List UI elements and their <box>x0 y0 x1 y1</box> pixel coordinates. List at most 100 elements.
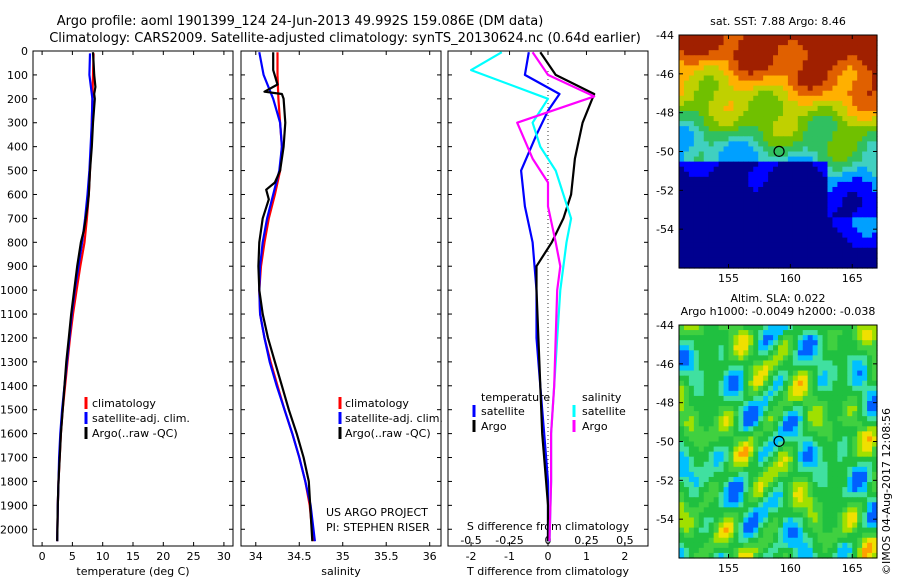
map-cell <box>753 411 759 417</box>
map-cell <box>817 340 824 346</box>
map-cell <box>703 176 710 183</box>
map-cell <box>822 380 829 387</box>
map-cell <box>802 340 809 346</box>
map-cell <box>797 456 804 463</box>
map-cell <box>743 222 749 229</box>
map-cell <box>708 411 715 417</box>
map-cell <box>738 141 744 148</box>
map-cell <box>703 242 710 249</box>
map-cell <box>802 400 809 407</box>
map-cell <box>872 497 878 503</box>
map-cell <box>758 60 764 66</box>
map-cell <box>827 325 834 331</box>
map-cell <box>792 325 799 331</box>
map-cell <box>738 461 744 468</box>
map-cell <box>748 85 754 92</box>
map-cell <box>703 197 710 203</box>
map-cell <box>753 482 759 488</box>
map-cell <box>847 100 853 107</box>
map-cell <box>797 237 804 244</box>
map-cell <box>812 85 819 92</box>
map-cell <box>758 527 764 534</box>
map-cell <box>679 466 685 473</box>
map-cell <box>812 50 819 56</box>
map-cell <box>847 461 853 468</box>
map-cell <box>792 456 799 463</box>
map-cell <box>842 116 848 122</box>
map-cell <box>832 542 838 549</box>
map-cell <box>817 65 824 72</box>
map-cell <box>827 90 834 97</box>
map-cell <box>753 186 759 193</box>
map-cell <box>822 171 829 178</box>
map-cell <box>872 141 878 148</box>
map-cell <box>679 232 685 239</box>
map-cell <box>693 75 700 82</box>
map-cell <box>723 141 730 148</box>
map-cell <box>807 345 814 351</box>
map-cell <box>807 400 814 407</box>
map-cell <box>827 50 834 56</box>
map-cell <box>688 360 695 367</box>
map-cell <box>872 65 878 72</box>
map-cell <box>847 466 853 473</box>
map-cell <box>778 80 784 87</box>
map-cell <box>867 176 873 183</box>
map-cell <box>728 207 735 213</box>
map-cell <box>807 441 814 448</box>
map-cell <box>713 146 720 153</box>
map-cell <box>827 436 834 443</box>
map-cell <box>822 426 829 432</box>
map-cell <box>817 181 824 188</box>
map-cell <box>812 80 819 87</box>
map-cell <box>847 335 853 341</box>
map-cell <box>733 487 739 493</box>
map-cell <box>857 126 863 132</box>
map-cell <box>773 202 779 208</box>
map-cell <box>763 451 769 458</box>
map-cell <box>679 202 685 208</box>
map-cell <box>807 217 814 224</box>
map-cell <box>857 35 863 41</box>
map-cell <box>688 80 695 87</box>
map-cell <box>842 110 848 117</box>
map-cell <box>852 400 858 407</box>
map-cell <box>753 212 759 218</box>
map-cell <box>822 136 829 142</box>
map-cell <box>847 517 853 524</box>
map-cell <box>852 262 858 269</box>
map-cell <box>728 487 735 493</box>
map-cell <box>753 517 759 524</box>
map-cell <box>778 186 784 193</box>
map-cell <box>842 466 848 473</box>
map-cell <box>693 116 700 122</box>
map-cell <box>763 406 769 412</box>
map-cell <box>782 95 789 102</box>
map-cell <box>733 446 739 453</box>
map-cell <box>867 370 873 377</box>
map-cell <box>827 141 834 148</box>
map-cell <box>852 527 858 534</box>
map-cell <box>842 482 848 488</box>
map-cell <box>842 461 848 468</box>
map-cell <box>693 222 700 229</box>
map-cell <box>738 482 744 488</box>
map-cell <box>802 60 809 66</box>
map-cell <box>867 227 873 234</box>
map-cell <box>718 212 725 218</box>
map-cell <box>827 100 834 107</box>
map-cell <box>748 105 754 112</box>
map-cell <box>763 360 769 367</box>
map-x-tick-label: 165 <box>842 562 863 575</box>
map-cell <box>817 75 824 82</box>
map-cell <box>743 35 749 41</box>
map-cell <box>827 65 834 72</box>
map-cell <box>723 105 730 112</box>
map-cell <box>787 156 794 163</box>
map-cell <box>782 406 789 412</box>
map-cell <box>782 90 789 97</box>
map-cell <box>683 110 690 117</box>
x-axis-label: T difference from climatology <box>466 565 629 578</box>
map-cell <box>723 431 730 438</box>
map-cell <box>832 131 838 137</box>
